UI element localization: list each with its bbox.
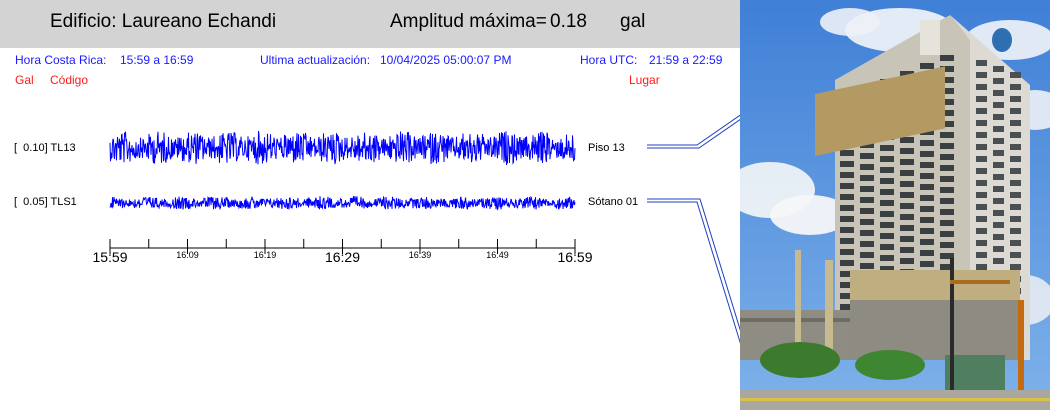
- seismograph-plot: 15:59 16:09 16:19 16:29 16:39 16:49 16:59: [92, 114, 740, 344]
- axis-minor-label: 16:39: [409, 250, 432, 260]
- utc-time-label: Hora UTC:: [580, 53, 638, 67]
- connector-sotano-01: [647, 198, 740, 344]
- axis-major-label: 16:59: [557, 249, 592, 265]
- location-piso-13: Piso 13: [588, 142, 625, 154]
- trace-tl13: [109, 130, 576, 166]
- building-photo: [740, 0, 1050, 410]
- trace-tls1: [109, 195, 576, 211]
- utc-time-range: 21:59 a 22:59: [649, 53, 723, 67]
- axis-minor-label: 16:49: [486, 250, 509, 260]
- axis-minor-label: 16:09: [176, 250, 199, 260]
- header-bar: Edificio: Laureano Echandi Amplitud máxi…: [0, 0, 740, 48]
- local-time-range: 15:59 a 16:59: [120, 53, 194, 67]
- max-amplitude-unit: gal: [620, 11, 646, 32]
- max-amplitude-value: 0.18: [550, 11, 587, 32]
- connector-piso-13: [647, 114, 740, 149]
- channel-tl13-label: [ 0.10] TL13: [14, 142, 76, 154]
- channel-tls1-label: [ 0.05] TLS1: [14, 196, 77, 208]
- legend-gal: Gal: [15, 73, 34, 87]
- location-sotano-01: Sótano 01: [588, 196, 639, 208]
- time-axis-ticks: 15:59 16:09 16:19 16:29 16:39 16:49 16:59: [92, 239, 593, 265]
- legend-code: Código: [50, 73, 89, 87]
- max-amplitude-label: Amplitud máxima=: [390, 11, 547, 32]
- local-time-label: Hora Costa Rica:: [15, 53, 107, 67]
- axis-major-label: 15:59: [92, 249, 127, 265]
- last-update-value: 10/04/2025 05:00:07 PM: [380, 53, 512, 67]
- last-update-label: Ultima actualización:: [260, 53, 371, 67]
- legend-place: Lugar: [629, 73, 660, 87]
- building-title: Edificio: Laureano Echandi: [50, 11, 277, 32]
- axis-major-label: 16:29: [325, 249, 360, 265]
- axis-minor-label: 16:19: [254, 250, 277, 260]
